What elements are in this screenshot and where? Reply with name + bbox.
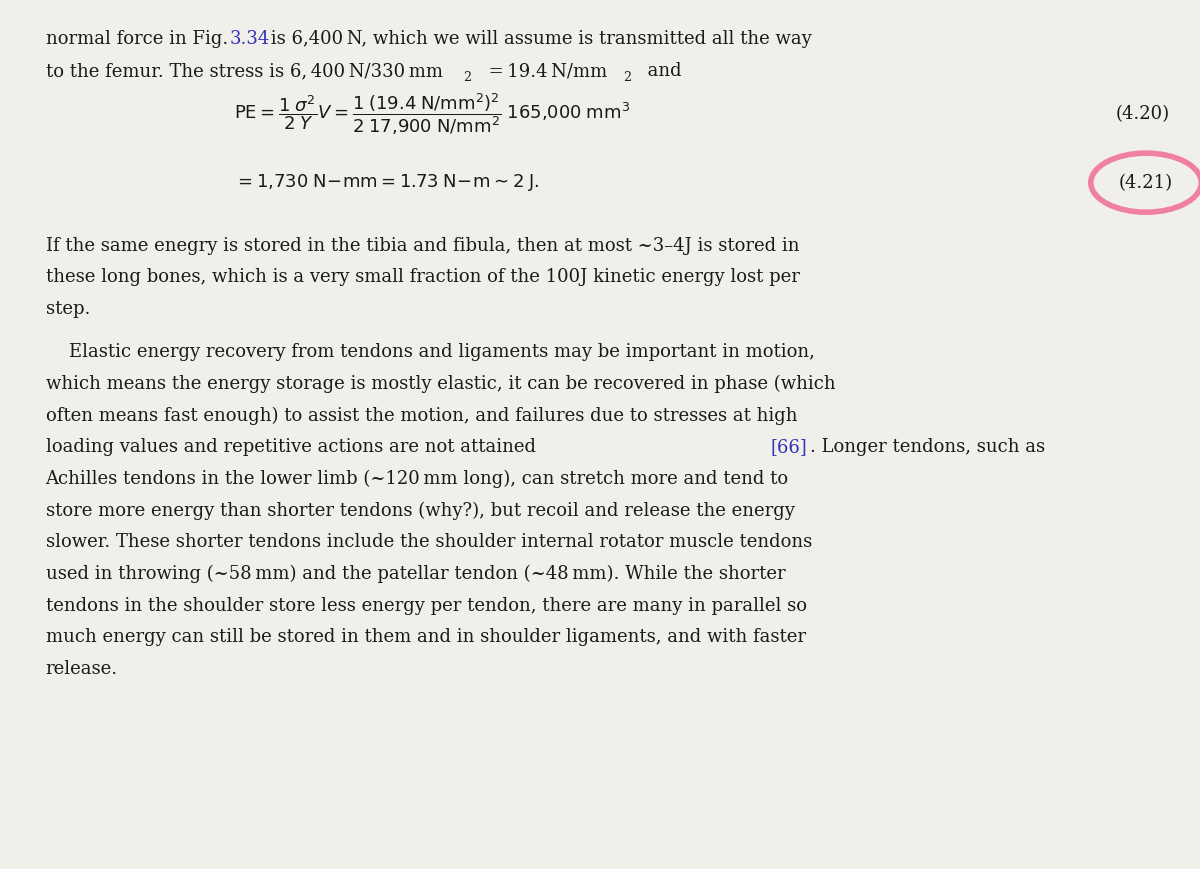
- Text: . Longer tendons, such as: . Longer tendons, such as: [810, 438, 1045, 456]
- Text: these long bones, which is a very small fraction of the 100J kinetic energy lost: these long bones, which is a very small …: [46, 269, 799, 286]
- Text: normal force in Fig.: normal force in Fig.: [46, 30, 234, 49]
- Text: and: and: [644, 63, 682, 80]
- Text: 2: 2: [623, 70, 631, 83]
- Text: step.: step.: [46, 300, 90, 318]
- Text: (4.20): (4.20): [1116, 105, 1170, 123]
- Text: much energy can still be stored in them and in shoulder ligaments, and with fast: much energy can still be stored in them …: [46, 628, 805, 647]
- Text: Achilles tendons in the lower limb (~120 mm long), can stretch more and tend to: Achilles tendons in the lower limb (~120…: [46, 470, 788, 488]
- Text: tendons in the shoulder store less energy per tendon, there are many in parallel: tendons in the shoulder store less energ…: [46, 597, 806, 614]
- Text: used in throwing (~58 mm) and the patellar tendon (~48 mm). While the shorter: used in throwing (~58 mm) and the patell…: [46, 565, 785, 583]
- Text: loading values and repetitive actions are not attained: loading values and repetitive actions ar…: [46, 438, 541, 456]
- Text: often means fast enough) to assist the motion, and failures due to stresses at h: often means fast enough) to assist the m…: [46, 407, 797, 425]
- Text: store more energy than shorter tendons (why?), but recoil and release the energy: store more energy than shorter tendons (…: [46, 501, 794, 520]
- Text: which means the energy storage is mostly elastic, it can be recovered in phase (: which means the energy storage is mostly…: [46, 375, 835, 393]
- Text: is 6,400 N, which we will assume is transmitted all the way: is 6,400 N, which we will assume is tran…: [265, 30, 812, 49]
- Text: to the femur. The stress is 6, 400 N/330 mm: to the femur. The stress is 6, 400 N/330…: [46, 63, 443, 80]
- Text: slower. These shorter tendons include the shoulder internal rotator muscle tendo: slower. These shorter tendons include th…: [46, 534, 812, 551]
- Text: $= 1{,}730\;\mathrm{N{\!-\!}mm} = 1.73\;\mathrm{N{\!-\!}m} \sim 2\;\mathrm{J}.$: $= 1{,}730\;\mathrm{N{\!-\!}mm} = 1.73\;…: [234, 172, 540, 193]
- Text: 2: 2: [463, 70, 472, 83]
- Text: $\mathrm{PE} = \dfrac{1\;\sigma^2}{2\;Y}V = \dfrac{1\;(19.4\;\mathrm{N/mm}^2)^2}: $\mathrm{PE} = \dfrac{1\;\sigma^2}{2\;Y}…: [234, 91, 630, 137]
- Text: (4.21): (4.21): [1118, 174, 1174, 192]
- Text: = 19.4 N/mm: = 19.4 N/mm: [485, 63, 607, 80]
- Text: If the same enegry is stored in the tibia and fibula, then at most ~3–4J is stor: If the same enegry is stored in the tibi…: [46, 236, 799, 255]
- Text: 3.34: 3.34: [229, 30, 270, 49]
- Text: release.: release.: [46, 660, 118, 678]
- Text: Elastic energy recovery from tendons and ligaments may be important in motion,: Elastic energy recovery from tendons and…: [46, 343, 815, 361]
- Text: [66]: [66]: [770, 438, 808, 456]
